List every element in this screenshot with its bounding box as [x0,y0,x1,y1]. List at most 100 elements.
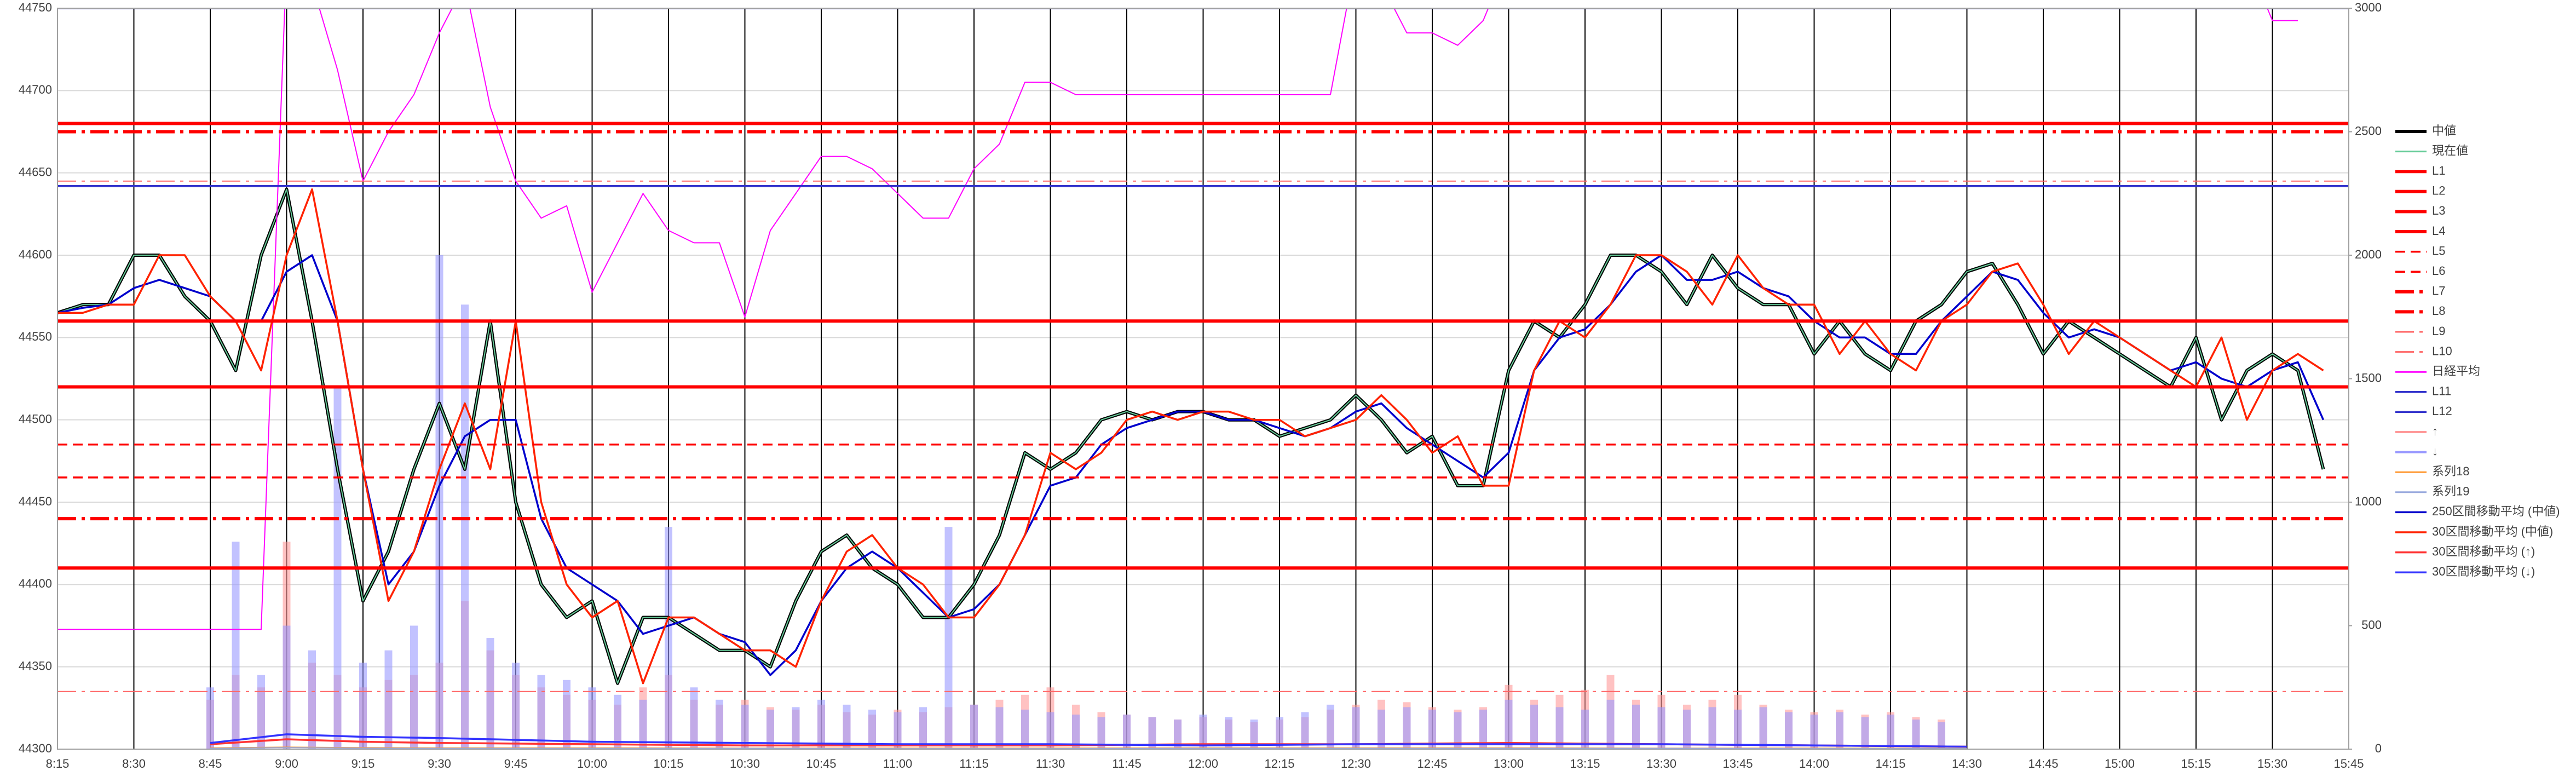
volume-bar [1530,704,1538,749]
x-tick-label: 12:30 [1341,757,1371,771]
y-tick-label: 44600 [19,248,52,261]
volume-bar [1148,717,1156,749]
y-tick-label: 44500 [19,412,52,426]
volume-bar [665,527,672,749]
legend-label: L9 [2432,324,2445,338]
volume-bar [461,304,469,749]
x-tick-label: 15:45 [2333,757,2364,771]
y2-tick-label: 3000 [2355,1,2382,14]
x-tick-label: 14:15 [1875,757,1905,771]
x-tick-label: 12:45 [1417,757,1447,771]
volume-bar [690,687,698,749]
x-tick-label: 9:00 [275,757,298,771]
x-tick-label: 8:30 [122,757,146,771]
axes: 44300 44350 44400 44450 44500 44550 44600 44650… [19,1,2382,771]
volume-bar [283,625,291,749]
series-line [57,8,2298,630]
x-tick-label: 10:30 [730,757,760,771]
volume-bar [563,680,570,749]
volume-bar [1657,707,1666,749]
volume-bar [359,663,367,749]
y-tick-label: 44550 [19,330,52,343]
x-tick-label: 9:30 [428,757,451,771]
volume-bar [537,675,545,749]
volume-bar [1123,714,1131,749]
legend-label: 日経平均 [2432,364,2480,378]
x-tick-label: 13:00 [1494,757,1524,771]
plot-area [57,8,2349,749]
x-tick-label: 10:00 [577,757,607,771]
x-tick-label: 14:45 [2028,757,2058,771]
series-line [57,254,2325,676]
legend-label: 30区間移動平均 (↓) [2432,565,2535,578]
x-tick-label: 12:00 [1188,757,1218,771]
legend-label: 系列19 [2432,485,2469,498]
volume-bar [1734,709,1742,749]
x-tick-label: 14:00 [1799,757,1829,771]
volume-bar [308,650,316,749]
volume-bar [1632,704,1640,749]
x-tick-label: 13:15 [1570,757,1600,771]
volume-bar [1097,717,1105,749]
volume-bar [1174,719,1182,749]
volume-bar [792,707,800,749]
volume-bar [512,663,520,749]
volume-bar [232,542,240,749]
legend-label: L4 [2432,224,2445,238]
legend-label: L12 [2432,404,2452,418]
x-tick-label: 12:15 [1264,757,1294,771]
volume-bar [1581,709,1589,749]
x-tick-label: 11:45 [1112,757,1141,771]
y-tick-label: 44350 [19,659,52,672]
volume-bar [1708,707,1716,749]
volume-bar [384,650,393,749]
legend-label: L6 [2432,264,2445,278]
volume-bar [410,625,418,749]
volume-bar [1683,709,1691,749]
legend-label: L2 [2432,184,2445,198]
legend-label: 30区間移動平均 (↑) [2432,544,2535,558]
volume-bar [1912,719,1920,749]
volume-bar [1378,709,1385,749]
volume-bar [1606,699,1615,749]
volume-bar [1861,717,1869,749]
volume-bar [1887,714,1894,749]
y-tick-label: 44300 [19,741,52,755]
legend-label: 30区間移動平均 (中値) [2432,525,2553,538]
x-tick-label: 13:30 [1646,757,1676,771]
legend-label: 中値 [2432,124,2456,137]
volume-bar [1072,714,1080,749]
volume-bar [1352,707,1360,749]
x-tick-label: 8:15 [46,757,70,771]
volume-bar [257,675,265,749]
volume-bar [1454,712,1462,749]
volume-bar [1403,707,1411,749]
legend-label: 現在値 [2432,143,2468,157]
x-tick-label: 9:45 [504,757,528,771]
series-line [57,188,2324,685]
volume-bar [1301,712,1309,749]
volume-bar [1479,709,1487,749]
y2-tick-label: 500 [2361,618,2382,631]
y-tick-label: 44650 [19,165,52,179]
volume-bar [614,694,621,749]
x-tick-label: 11:30 [1036,757,1065,771]
volume-bar [486,638,494,749]
x-tick-label: 10:15 [653,757,683,771]
legend-label: L3 [2432,204,2445,217]
volume-bar [206,687,214,749]
volume-bar [1810,714,1818,749]
legend-label: ↑ [2432,424,2438,438]
legend-label: L5 [2432,244,2445,257]
x-tick-label: 15:30 [2257,757,2287,771]
volume-bar [639,699,647,749]
volume-bar [1225,717,1232,749]
legend-label: L10 [2432,344,2452,358]
volume-bar [767,709,774,749]
volume-bar [435,255,443,749]
y-tick-label: 44400 [19,577,52,590]
volume-bar [894,712,902,749]
x-tick-label: 14:30 [1952,757,1982,771]
